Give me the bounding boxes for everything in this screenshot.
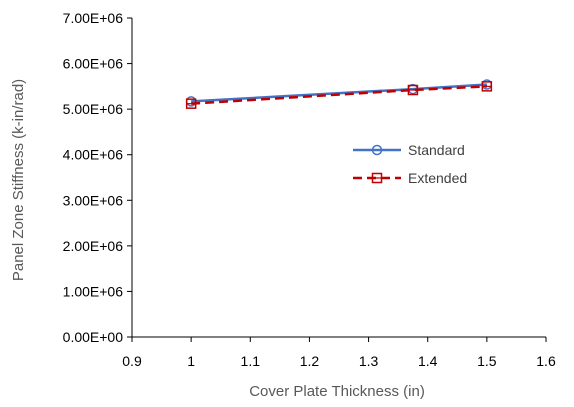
series-line-standard [191,83,487,103]
x-tick-label: 1 [187,353,195,369]
y-tick-label: 5.00E+06 [63,101,124,117]
x-tick-label: 1.3 [359,353,379,369]
axes [131,18,546,338]
x-axis-ticks: 0.9 1 1.1 1.2 1.3 1.4 1.5 1.6 [122,337,556,369]
y-tick-label: 0.00E+00 [63,329,124,345]
x-tick-label: 1.2 [300,353,320,369]
y-tick-label: 3.00E+06 [63,192,124,208]
x-tick-label: 1.5 [477,353,497,369]
legend: Standard Extended [353,142,467,186]
legend-marker-standard [371,144,383,156]
x-tick-label: 1.6 [536,353,556,369]
y-axis-ticks: 0.00E+00 1.00E+06 2.00E+06 3.00E+06 4.00E+06… [63,10,132,345]
y-tick-label: 4.00E+06 [63,147,124,163]
x-tick-label: 1.4 [418,353,438,369]
x-axis-title: Cover Plate Thickness (in) [249,383,425,400]
legend-label-extended: Extended [408,170,467,186]
x-tick-label: 1.1 [241,353,261,369]
y-axis-title: Panel Zone Stiffness (k-in/rad) [10,79,27,281]
legend-label-standard: Standard [408,142,465,158]
series-layer [185,79,493,109]
y-tick-label: 1.00E+06 [63,283,124,299]
y-tick-label: 2.00E+06 [63,238,124,254]
y-tick-label: 7.00E+06 [63,10,124,26]
x-tick-label: 0.9 [122,353,142,369]
series-line-extended [191,85,487,105]
y-tick-label: 6.00E+06 [63,56,124,72]
